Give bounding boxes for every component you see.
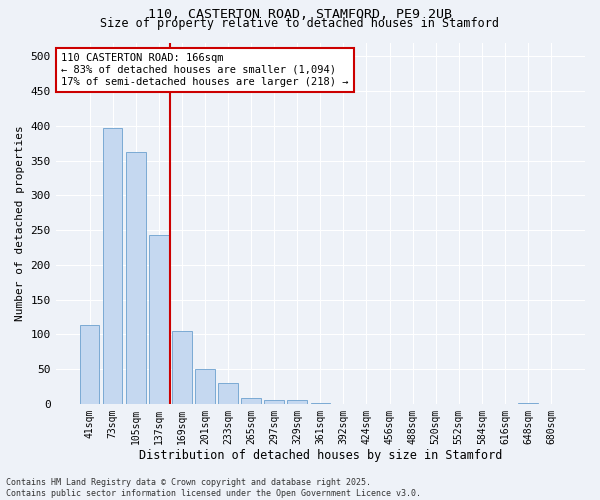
Text: Contains HM Land Registry data © Crown copyright and database right 2025.
Contai: Contains HM Land Registry data © Crown c… bbox=[6, 478, 421, 498]
Bar bbox=[195, 369, 215, 404]
Text: 110, CASTERTON ROAD, STAMFORD, PE9 2UB: 110, CASTERTON ROAD, STAMFORD, PE9 2UB bbox=[148, 8, 452, 20]
Bar bbox=[80, 326, 100, 404]
Text: Size of property relative to detached houses in Stamford: Size of property relative to detached ho… bbox=[101, 18, 499, 30]
Bar bbox=[311, 403, 330, 404]
Bar bbox=[241, 398, 261, 404]
Bar bbox=[103, 128, 122, 404]
Bar bbox=[287, 400, 307, 404]
Y-axis label: Number of detached properties: Number of detached properties bbox=[15, 126, 25, 321]
X-axis label: Distribution of detached houses by size in Stamford: Distribution of detached houses by size … bbox=[139, 450, 502, 462]
Bar bbox=[126, 152, 146, 404]
Bar bbox=[218, 383, 238, 404]
Bar bbox=[265, 400, 284, 404]
Text: 110 CASTERTON ROAD: 166sqm
← 83% of detached houses are smaller (1,094)
17% of s: 110 CASTERTON ROAD: 166sqm ← 83% of deta… bbox=[61, 54, 349, 86]
Bar bbox=[518, 403, 538, 404]
Bar bbox=[149, 235, 169, 404]
Bar bbox=[172, 331, 191, 404]
